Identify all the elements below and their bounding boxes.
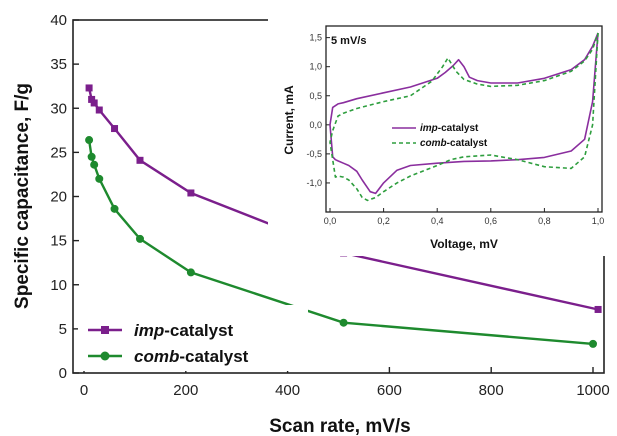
data-point-imp bbox=[85, 84, 93, 92]
inset-legend-label-imp-italic: imp bbox=[420, 123, 438, 134]
inset-y-tick-label: 0,5 bbox=[309, 91, 322, 101]
inset-y-tick-label: 0,0 bbox=[309, 120, 322, 130]
inset-y-tick-label: -0,5 bbox=[306, 149, 322, 159]
inset-x-tick-label: 1,0 bbox=[592, 216, 605, 226]
data-point-imp bbox=[95, 106, 103, 114]
legend-label-imp-italic: imp bbox=[134, 321, 164, 340]
y-tick-label: 30 bbox=[50, 100, 67, 117]
inset-x-tick-label: 0,8 bbox=[538, 216, 551, 226]
data-point-comb bbox=[90, 160, 99, 169]
y-tick-label: 35 bbox=[50, 56, 67, 73]
data-point-comb bbox=[339, 318, 348, 327]
x-axis-label: Scan rate, mV/s bbox=[269, 416, 411, 436]
x-tick-label: 200 bbox=[173, 382, 198, 399]
inset-x-tick-label: 0,0 bbox=[324, 216, 337, 226]
inset-y-tick-label: -1,0 bbox=[306, 178, 322, 188]
data-point-imp bbox=[136, 156, 144, 164]
main-plot: 0 5 10 15 20 25 30 35 40 0 200 400 600 800 1000 Scan … bbox=[12, 12, 610, 436]
y-tick-label: 5 bbox=[59, 321, 67, 338]
x-tick-label: 600 bbox=[377, 382, 402, 399]
x-tick-label: 0 bbox=[80, 382, 88, 399]
inset-x-axis-label: Voltage, mV bbox=[430, 237, 498, 251]
y-tick-label: 0 bbox=[59, 365, 67, 382]
legend-label-imp: imp-catalyst bbox=[134, 321, 234, 340]
data-point-imp bbox=[88, 95, 96, 103]
inset-scan-rate-note: 5 mV/s bbox=[331, 35, 366, 47]
data-point-comb bbox=[110, 204, 119, 213]
legend-label-comb: comb-catalyst bbox=[134, 347, 249, 366]
y-axis-label: Specific capacitance, F/g bbox=[12, 83, 33, 309]
inset-legend-label-comb: comb-catalyst bbox=[420, 138, 488, 149]
legend-label-comb-rest: -catalyst bbox=[179, 347, 248, 366]
y-tick-label: 10 bbox=[50, 277, 67, 294]
inset-y-axis-label: Current, mA bbox=[282, 85, 296, 155]
inset-y-tick-label: 1,0 bbox=[309, 62, 322, 72]
inset-series-line-imp bbox=[329, 32, 599, 195]
data-point-comb bbox=[135, 234, 144, 243]
inset-series-line-comb bbox=[329, 32, 599, 202]
data-point-imp bbox=[187, 189, 195, 197]
y-tick-label: 40 bbox=[50, 12, 67, 29]
legend-marker-comb bbox=[100, 351, 110, 361]
main-legend: imp-catalyst comb-catalyst bbox=[78, 305, 308, 371]
inset-x-tick-label: 0,2 bbox=[377, 216, 390, 226]
inset-legend-label-comb-italic: comb bbox=[420, 138, 447, 149]
data-point-comb bbox=[589, 339, 597, 348]
legend-label-imp-rest: -catalyst bbox=[164, 321, 233, 340]
y-tick-label: 15 bbox=[50, 233, 67, 250]
data-point-comb bbox=[95, 174, 104, 183]
data-point-comb bbox=[85, 136, 94, 145]
data-point-imp bbox=[111, 125, 119, 133]
data-point-comb bbox=[87, 152, 96, 161]
legend-marker-imp bbox=[101, 326, 109, 334]
x-tick-label: 400 bbox=[275, 382, 300, 399]
inset-x-tick-label: 0,6 bbox=[485, 216, 498, 226]
inset-legend-label-imp: imp-catalyst bbox=[420, 123, 479, 134]
y-tick-label: 25 bbox=[50, 144, 67, 161]
data-point-imp bbox=[594, 305, 602, 313]
data-point-comb bbox=[186, 268, 195, 277]
data-point-imp bbox=[90, 99, 98, 107]
x-tick-label: 1000 bbox=[576, 382, 609, 399]
inset-legend: imp-catalyst comb-catalyst bbox=[392, 123, 488, 149]
legend-background bbox=[78, 305, 308, 371]
inset-legend-label-comb-rest: -catalyst bbox=[447, 138, 488, 149]
inset-plot: 1,51,00,50,0-0,5-1,0 0,0 0,2 0,4 0,6 0,8 1,0 … bbox=[268, 8, 612, 256]
y-tick-label: 20 bbox=[50, 189, 67, 206]
x-tick-label: 800 bbox=[479, 382, 504, 399]
inset-x-tick-label: 0,4 bbox=[431, 216, 444, 226]
inset-frame bbox=[325, 25, 603, 213]
inset-legend-label-imp-rest: -catalyst bbox=[438, 123, 479, 134]
legend-label-comb-italic: comb bbox=[134, 347, 179, 366]
inset-y-tick-label: 1,5 bbox=[309, 33, 322, 43]
